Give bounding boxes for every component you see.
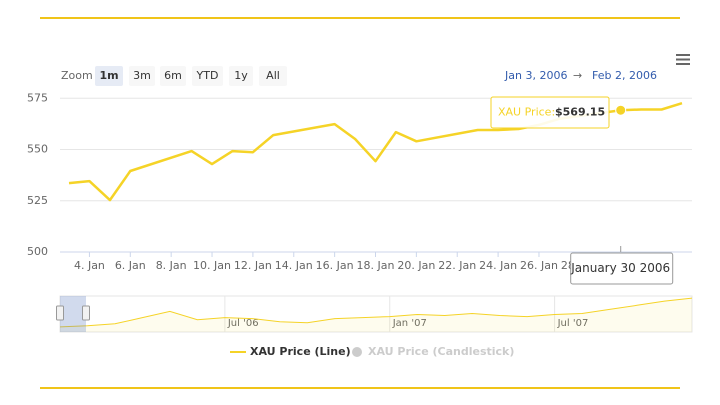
range-button[interactable] bbox=[160, 66, 186, 86]
navigator-handle[interactable] bbox=[82, 305, 90, 321]
x-tick-label: 18. Jan bbox=[357, 259, 395, 272]
date-separator: → bbox=[573, 69, 582, 82]
x-tick-label: 20. Jan bbox=[397, 259, 435, 272]
date-tooltip-label: January 30 2006 bbox=[570, 261, 670, 275]
hover-point bbox=[615, 104, 627, 116]
navigator-tick-label: Jul '07 bbox=[557, 318, 589, 329]
tooltip-value: $569.15 bbox=[555, 106, 605, 119]
navigator-tick-label: Jul '06 bbox=[227, 318, 259, 329]
navigator-area bbox=[60, 298, 692, 332]
tooltip-label: XAU Price: bbox=[498, 106, 555, 119]
y-tick-label: 575 bbox=[27, 91, 48, 104]
menu-icon[interactable] bbox=[676, 54, 690, 65]
x-tick-label: 26. Jan bbox=[520, 259, 558, 272]
x-tick-label: 16. Jan bbox=[316, 259, 354, 272]
navigator-tick-label: Jan '07 bbox=[392, 318, 427, 329]
range-button-label[interactable]: YTD bbox=[196, 69, 219, 82]
y-tick-label: 550 bbox=[27, 143, 48, 156]
x-tick-label: 10. Jan bbox=[193, 259, 231, 272]
range-button[interactable] bbox=[192, 66, 223, 86]
x-tick-label: 14. Jan bbox=[275, 259, 313, 272]
range-button[interactable] bbox=[129, 66, 155, 86]
range-button-label[interactable]: 1y bbox=[234, 69, 248, 82]
legend-swatch bbox=[352, 347, 362, 357]
x-tick-label: 22. Jan bbox=[438, 259, 476, 272]
x-tick-label: 4. Jan bbox=[74, 259, 105, 272]
legend-label[interactable]: XAU Price (Candlestick) bbox=[368, 345, 514, 358]
y-tick-label: 525 bbox=[27, 194, 48, 207]
range-button-label[interactable]: 1m bbox=[99, 69, 118, 82]
date-tooltip-box bbox=[570, 252, 674, 285]
range-button-label[interactable]: 6m bbox=[164, 69, 182, 82]
x-tick-label: 8. Jan bbox=[156, 259, 187, 272]
zoom-label: Zoom bbox=[61, 69, 93, 82]
y-tick-label: 500 bbox=[27, 245, 48, 258]
range-button-label[interactable]: 3m bbox=[133, 69, 151, 82]
x-tick-label: 6. Jan bbox=[115, 259, 146, 272]
navigator-line bbox=[59, 297, 693, 328]
legend-label[interactable]: XAU Price (Line) bbox=[250, 345, 351, 358]
date-from[interactable]: Jan 3, 2006 bbox=[504, 69, 567, 82]
navigator-handle[interactable] bbox=[56, 305, 64, 321]
range-button-label[interactable]: All bbox=[266, 69, 280, 82]
date-to[interactable]: Feb 2, 2006 bbox=[592, 69, 657, 82]
x-tick-label: 24. Jan bbox=[479, 259, 517, 272]
range-button[interactable] bbox=[259, 66, 287, 86]
navigator-mask[interactable] bbox=[60, 296, 86, 332]
range-button[interactable] bbox=[229, 66, 253, 86]
x-tick-label: 12. Jan bbox=[234, 259, 272, 272]
tooltip-box bbox=[490, 96, 610, 129]
range-button[interactable] bbox=[95, 66, 123, 86]
